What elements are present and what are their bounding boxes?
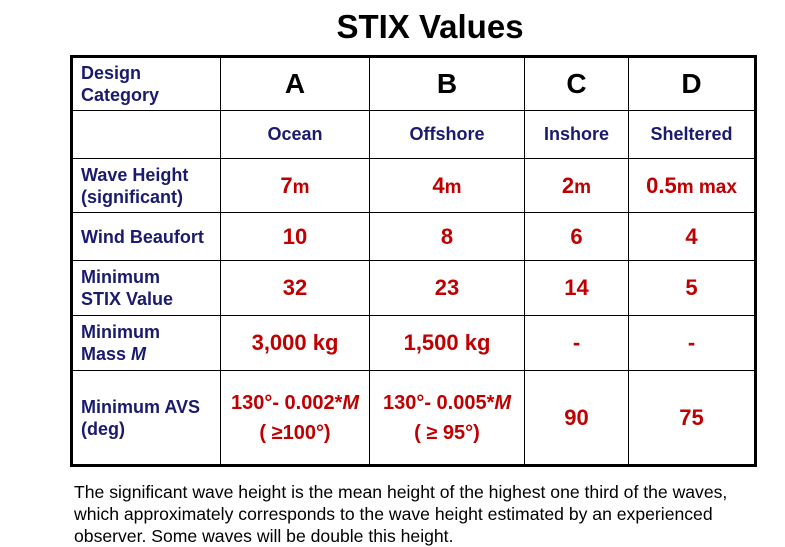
wind-beaufort-row: Wind Beaufort 10 8 6 4: [71, 212, 756, 261]
min-avs-label: Minimum AVS (deg): [71, 370, 221, 466]
min-mass-a: 3,000 kg: [220, 315, 370, 371]
caption-text: The significant wave height is the mean …: [74, 482, 728, 546]
wave-height-b: 4m: [369, 158, 525, 213]
category-letter-c: C: [524, 56, 629, 111]
min-avs-b: 130°- 0.005*M ( ≥ 95°): [369, 370, 525, 466]
min-avs-c: 90: [524, 370, 629, 466]
wind-beaufort-label: Wind Beaufort: [71, 212, 221, 261]
header-row-names: Ocean Offshore Inshore Sheltered: [71, 110, 756, 159]
page-title: STIX Values: [336, 8, 524, 45]
design-category-label: Design Category: [71, 56, 221, 111]
wave-height-c: 2m: [524, 158, 629, 213]
min-avs-a: 130°- 0.002*M ( ≥100°): [220, 370, 370, 466]
empty-cell: [71, 110, 221, 159]
category-name-a: Ocean: [220, 110, 370, 159]
category-name-b: Offshore: [369, 110, 525, 159]
min-stix-c: 14: [524, 260, 629, 316]
category-name-d: Sheltered: [628, 110, 756, 159]
category-letter-a: A: [220, 56, 370, 111]
min-avs-d: 75: [628, 370, 756, 466]
header-row-letters: Design Category A B C D: [71, 56, 756, 111]
wind-b: 8: [369, 212, 525, 261]
category-name-c: Inshore: [524, 110, 629, 159]
wave-height-label: Wave Height (significant): [71, 158, 221, 213]
min-stix-b: 23: [369, 260, 525, 316]
stix-values-table: Design Category A B C D Ocean Offshore I…: [70, 55, 757, 467]
min-stix-row: Minimum STIX Value 32 23 14 5: [71, 260, 756, 316]
min-mass-d: -: [628, 315, 756, 371]
min-stix-label: Minimum STIX Value: [71, 260, 221, 316]
wind-c: 6: [524, 212, 629, 261]
wind-a: 10: [220, 212, 370, 261]
wind-d: 4: [628, 212, 756, 261]
category-letter-d: D: [628, 56, 756, 111]
min-mass-c: -: [524, 315, 629, 371]
min-stix-d: 5: [628, 260, 756, 316]
category-letter-b: B: [369, 56, 525, 111]
min-avs-row: Minimum AVS (deg) 130°- 0.002*M ( ≥100°)…: [71, 370, 756, 466]
wave-height-d: 0.5m max: [628, 158, 756, 213]
min-mass-label: Minimum Mass M: [71, 315, 221, 371]
min-mass-row: Minimum Mass M 3,000 kg 1,500 kg - -: [71, 315, 756, 371]
wave-height-row: Wave Height (significant) 7m 4m 2m 0.5m …: [71, 158, 756, 213]
min-mass-b: 1,500 kg: [369, 315, 525, 371]
wave-height-a: 7m: [220, 158, 370, 213]
min-stix-a: 32: [220, 260, 370, 316]
